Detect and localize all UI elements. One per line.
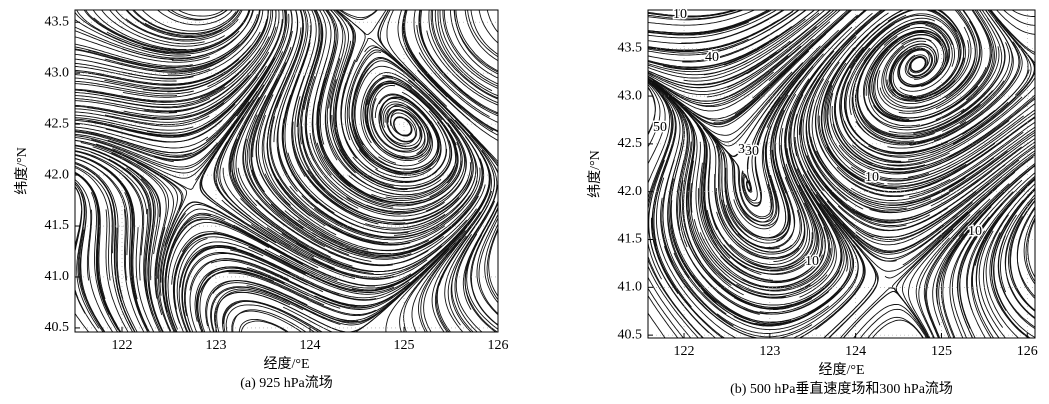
streamline: [465, 6, 503, 64]
streamline: [336, 25, 394, 187]
streamline: [1028, 212, 1040, 284]
y-tick-label: 41.5: [45, 218, 70, 233]
x-tick-label: 126: [1017, 344, 1038, 359]
y-tick-label: 42.0: [45, 167, 70, 182]
contour-label: 50: [653, 120, 667, 135]
streamline: [999, 6, 1039, 25]
streamline: [643, 280, 687, 343]
x-tick-label: 123: [759, 344, 780, 359]
figure: 122 123 124 125 126 40.5 41.0 41.5 42.0 42.5 43.0 4…: [0, 0, 1049, 404]
streamline: [91, 192, 120, 335]
streamline: [644, 81, 660, 154]
streamline: [643, 5, 755, 20]
streamline: [78, 192, 106, 336]
x-axis-label: 经度/°E: [818, 362, 864, 378]
streamline: [71, 96, 210, 108]
y-tick-label: 40.5: [618, 327, 643, 342]
y-tick-label: 43.0: [45, 65, 70, 80]
contour-label: 40: [705, 50, 719, 65]
y-axis-label: 纬度/°N: [14, 147, 30, 195]
contour-label: 10: [968, 224, 982, 239]
streamline: [166, 6, 231, 20]
contour-label: 30: [745, 144, 759, 159]
streamline: [99, 5, 225, 46]
contour-label: 10: [865, 170, 879, 185]
streamline: [1006, 6, 1039, 17]
streamline: [124, 6, 242, 36]
x-axis-label: 经度/°E: [263, 356, 309, 372]
x-tick-label: 124: [845, 344, 866, 359]
y-tick-label: 42.5: [618, 136, 643, 151]
y-tick-label: 41.0: [618, 280, 643, 295]
y-tick-label: 41.5: [618, 232, 643, 247]
x-tick-label: 124: [300, 338, 321, 353]
x-tick-label: 122: [112, 338, 133, 353]
y-tick-label: 43.0: [618, 88, 643, 103]
caption: (a) 925 hPa流场: [240, 375, 333, 391]
x-tick-label: 125: [931, 344, 952, 359]
streamline: [241, 321, 293, 337]
streamlines: [70, 5, 503, 337]
contour-label: 10: [805, 254, 819, 269]
streamlines: [643, 5, 1040, 343]
y-tick-label: 41.0: [45, 269, 70, 284]
x-tick-label: 123: [206, 338, 227, 353]
x-tick-label: 126: [488, 338, 509, 353]
x-tick-label: 122: [674, 344, 695, 359]
x-tick-label: 125: [394, 338, 415, 353]
caption: (b) 500 hPa垂直速度场和300 hPa流场: [730, 380, 953, 397]
y-tick-label: 40.5: [45, 320, 70, 335]
y-tick-label: 43.5: [45, 14, 70, 29]
y-tick-label: 42.5: [45, 116, 70, 131]
streamline: [162, 5, 231, 20]
contour-label: 10: [673, 7, 687, 22]
y-tick-label: 42.0: [618, 184, 643, 199]
y-axis-label: 纬度/°N: [587, 150, 603, 198]
y-tick-label: 43.5: [618, 40, 643, 55]
